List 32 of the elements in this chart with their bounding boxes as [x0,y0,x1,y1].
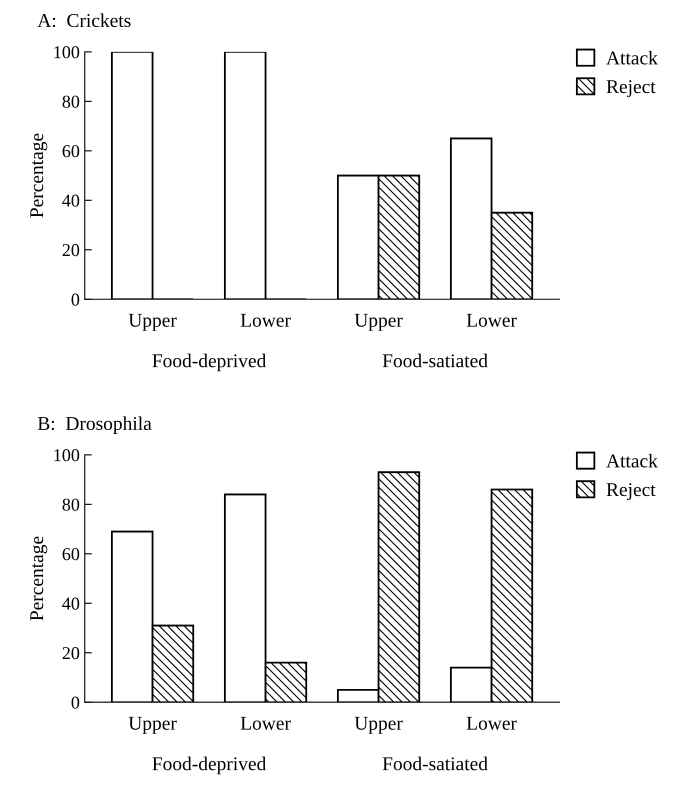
x-tick-label: Upper [354,716,403,734]
y-tick-label: 100 [54,46,80,58]
y-tick-label: 60 [62,145,80,158]
x-tick-label: Lower [466,716,517,730]
y-tick-label: 20 [62,244,80,256]
y-tick-label: 100 [54,449,80,462]
x-tick-label: Lower [240,314,291,327]
y-tick-label: 80 [62,498,80,511]
chart-title: A: Crickets [37,13,131,28]
y-tick-label: 20 [62,647,80,660]
x-tick-label: Upper [128,716,177,734]
y-tick-label: 0 [72,696,80,709]
text: Food-satiated [382,354,488,368]
text: Food-deprived [152,354,266,372]
legend-label: Reject [606,483,656,500]
x-tick-label: Upper [354,314,403,331]
y-tick-label: 40 [62,598,80,610]
y-tick-label: 40 [62,194,80,207]
text: Food-satiated [382,756,488,770]
y-tick-label: 80 [62,96,80,108]
chart-title: B: Drosophila [38,416,152,434]
y-tick-label: 60 [62,548,80,560]
x-tick-label: Lower [466,314,517,327]
legend-label: Reject [606,80,656,98]
x-tick-label: Upper [128,314,177,331]
legend-label: Attack [606,454,658,468]
text: Food-deprived [152,756,266,774]
legend-label: Attack [606,50,658,65]
y-tick-label: 0 [72,294,80,306]
y-axis-title: Percentage [30,536,48,621]
y-axis-title: Percentage [30,134,48,218]
x-tick-label: Lower [240,716,291,730]
